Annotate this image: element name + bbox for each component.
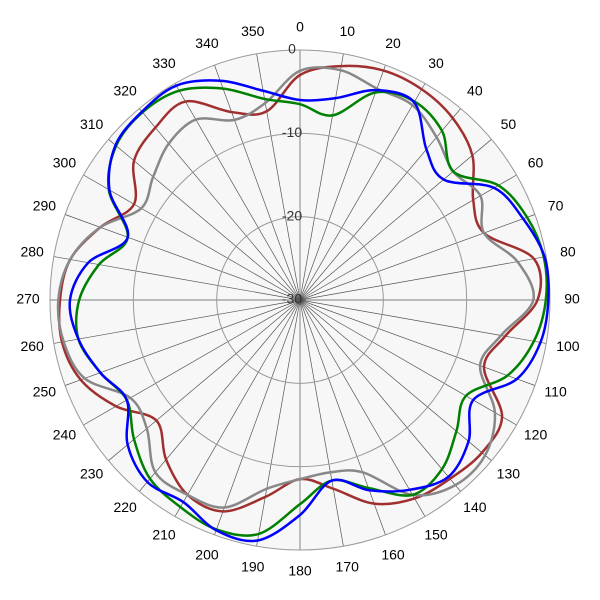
spoke [299, 299, 344, 547]
spoke [53, 299, 301, 344]
angle-label: 300 [53, 155, 77, 171]
grid-ring [132, 132, 468, 468]
spoke [299, 299, 386, 536]
angle-label: 50 [501, 116, 517, 132]
angle-label: 200 [195, 546, 219, 562]
spoke [64, 214, 301, 301]
angle-label: 250 [33, 384, 57, 400]
spoke [108, 139, 301, 301]
angle-label: 350 [241, 23, 265, 39]
angle-label: 160 [381, 546, 405, 562]
spoke [256, 53, 301, 301]
spoke [83, 174, 301, 301]
angle-label: 80 [560, 243, 576, 259]
radial-label: -20 [282, 207, 302, 223]
radial-label: 0 [288, 41, 296, 57]
spoke [299, 256, 547, 301]
radial-label: -10 [282, 124, 302, 140]
angle-label: 330 [152, 55, 176, 71]
angle-label: 30 [428, 55, 444, 71]
angle-label: 310 [80, 116, 104, 132]
spoke [214, 64, 301, 301]
angle-label: 120 [524, 427, 548, 443]
angle-label: 140 [463, 499, 487, 515]
angle-label: 270 [16, 291, 40, 307]
angle-label: 0 [296, 19, 304, 35]
radial-label: -30 [282, 291, 302, 307]
angle-label: 40 [467, 82, 483, 98]
angle-label: 100 [556, 338, 580, 354]
angle-label: 10 [339, 23, 355, 39]
spoke [299, 299, 461, 492]
angle-label: 190 [241, 559, 265, 575]
series-line [68, 79, 550, 543]
spoke [299, 83, 426, 301]
angle-label: 60 [528, 155, 544, 171]
spoke [108, 299, 301, 461]
angle-label: 150 [424, 526, 448, 542]
grid-ring [216, 216, 384, 384]
spoke [299, 53, 344, 301]
spoke [174, 299, 301, 517]
spoke [256, 299, 301, 547]
angle-label: 110 [544, 384, 567, 400]
spoke [299, 139, 492, 301]
angle-label: 70 [548, 198, 564, 214]
angle-label: 280 [20, 243, 44, 259]
angle-label: 210 [152, 526, 176, 542]
spoke [53, 256, 301, 301]
spoke [139, 108, 301, 301]
angle-label: 230 [80, 466, 104, 482]
series-line [56, 66, 536, 509]
angle-label: 170 [336, 559, 360, 575]
spoke [299, 299, 492, 461]
angle-label: 240 [53, 427, 77, 443]
angle-label: 320 [113, 82, 137, 98]
spoke [299, 214, 536, 301]
spoke [214, 299, 301, 536]
spoke [299, 299, 536, 386]
spoke [299, 299, 517, 426]
angle-label: 130 [497, 466, 521, 482]
spoke [299, 64, 386, 301]
angle-label: 220 [113, 499, 137, 515]
spoke [299, 108, 461, 301]
angle-label: 90 [564, 291, 580, 307]
angle-label: 20 [385, 35, 401, 51]
grid-ring [49, 49, 551, 551]
angle-label: 290 [33, 198, 57, 214]
spoke [299, 299, 426, 517]
angle-label: 180 [288, 563, 312, 579]
angle-label: 340 [195, 35, 219, 51]
spoke [83, 299, 301, 426]
spoke [64, 299, 301, 386]
angle-label: 260 [20, 338, 44, 354]
